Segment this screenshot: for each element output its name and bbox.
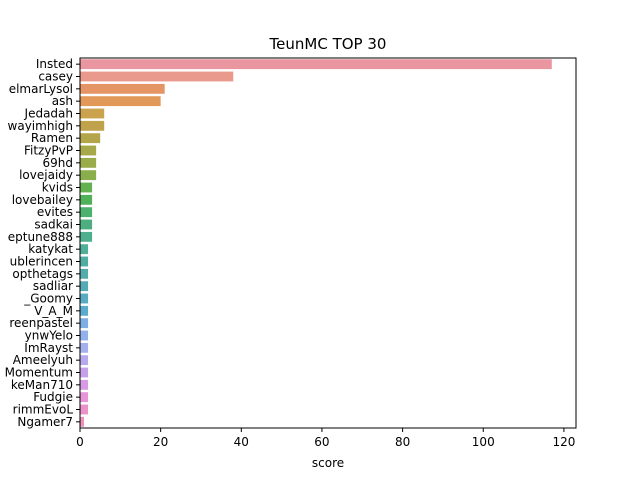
bar-2	[80, 83, 165, 94]
chart-title: TeunMC TOP 30	[269, 35, 387, 53]
x-tick-label: 20	[153, 435, 168, 449]
y-tick-label: Ramen	[31, 131, 73, 145]
x-tick-label: 100	[472, 435, 495, 449]
bar-11	[80, 194, 93, 205]
y-tick-label: reenpastel	[9, 316, 73, 330]
bar-12	[80, 207, 93, 218]
y-tick-label: Fudgie	[33, 390, 73, 404]
bar-3	[80, 96, 161, 107]
y-tick-label: Momentum	[5, 366, 73, 380]
bar-25	[80, 367, 89, 378]
x-axis-ticks: 0 20 40 60 80 100 120	[76, 428, 575, 449]
y-tick-label: ublerincen	[10, 255, 73, 269]
y-tick-label: sadliar	[33, 279, 73, 293]
y-tick-label: rimmEvoL	[13, 403, 74, 417]
bar-9	[80, 170, 97, 181]
bar-14	[80, 231, 93, 242]
bar-21	[80, 318, 89, 329]
x-tick-label: 0	[76, 435, 84, 449]
bar-17	[80, 268, 89, 279]
bars-group	[80, 59, 552, 427]
bar-27	[80, 392, 89, 403]
bar-0	[80, 59, 552, 70]
bar-20	[80, 305, 89, 316]
bar-6	[80, 133, 101, 144]
bar-23	[80, 342, 89, 353]
y-tick-label: ash	[52, 94, 73, 108]
bar-4	[80, 108, 105, 119]
x-tick-label: 40	[234, 435, 249, 449]
x-tick-label: 60	[314, 435, 329, 449]
bar-19	[80, 293, 89, 304]
x-tick-label: 80	[395, 435, 410, 449]
bar-24	[80, 355, 89, 366]
y-tick-label: Ameelyuh	[13, 353, 73, 367]
bar-26	[80, 379, 89, 390]
bar-7	[80, 145, 97, 156]
y-tick-label: Jedadah	[24, 107, 73, 121]
bar-16	[80, 256, 89, 267]
y-tick-label: kvids	[42, 181, 73, 195]
y-tick-label: FitzyPvP	[24, 144, 73, 158]
bar-28	[80, 404, 89, 415]
bar-10	[80, 182, 93, 193]
y-tick-label: Ngamer7	[17, 415, 73, 429]
bar-15	[80, 244, 89, 255]
y-tick-label: katykat	[28, 242, 73, 256]
y-tick-label: casey	[38, 70, 73, 84]
plot-frame	[79, 57, 577, 429]
y-tick-label: _Goomy	[23, 292, 73, 306]
bar-13	[80, 219, 93, 230]
y-tick-label: keMan710	[11, 378, 73, 392]
x-axis-label: score	[312, 456, 344, 470]
y-tick-label: lovejaidy	[19, 168, 73, 182]
y-tick-label: lovebailey	[12, 193, 73, 207]
y-tick-label: Insted	[36, 57, 73, 71]
y-tick-label: eptune888	[8, 230, 73, 244]
x-tick-label: 120	[552, 435, 575, 449]
bar-1	[80, 71, 234, 82]
bar-8	[80, 157, 97, 168]
y-tick-label: evites	[37, 205, 73, 219]
bar-18	[80, 281, 89, 292]
y-tick-label: sadkai	[34, 218, 73, 232]
y-tick-label: wayimhigh	[8, 119, 73, 133]
bar-29	[80, 416, 85, 427]
y-tick-label: ImRayst	[24, 341, 73, 355]
y-tick-label: elmarLysol	[9, 82, 73, 96]
y-tick-label: V_A_M	[34, 304, 73, 318]
y-tick-label: 69hd	[43, 156, 74, 170]
bar-22	[80, 330, 89, 341]
y-tick-label: ynwYelo	[25, 329, 73, 343]
y-axis-ticks: InstedcaseyelmarLysolashJedadahwayimhigh…	[5, 57, 80, 429]
bar-5	[80, 120, 105, 131]
y-tick-label: opthetags	[12, 267, 73, 281]
